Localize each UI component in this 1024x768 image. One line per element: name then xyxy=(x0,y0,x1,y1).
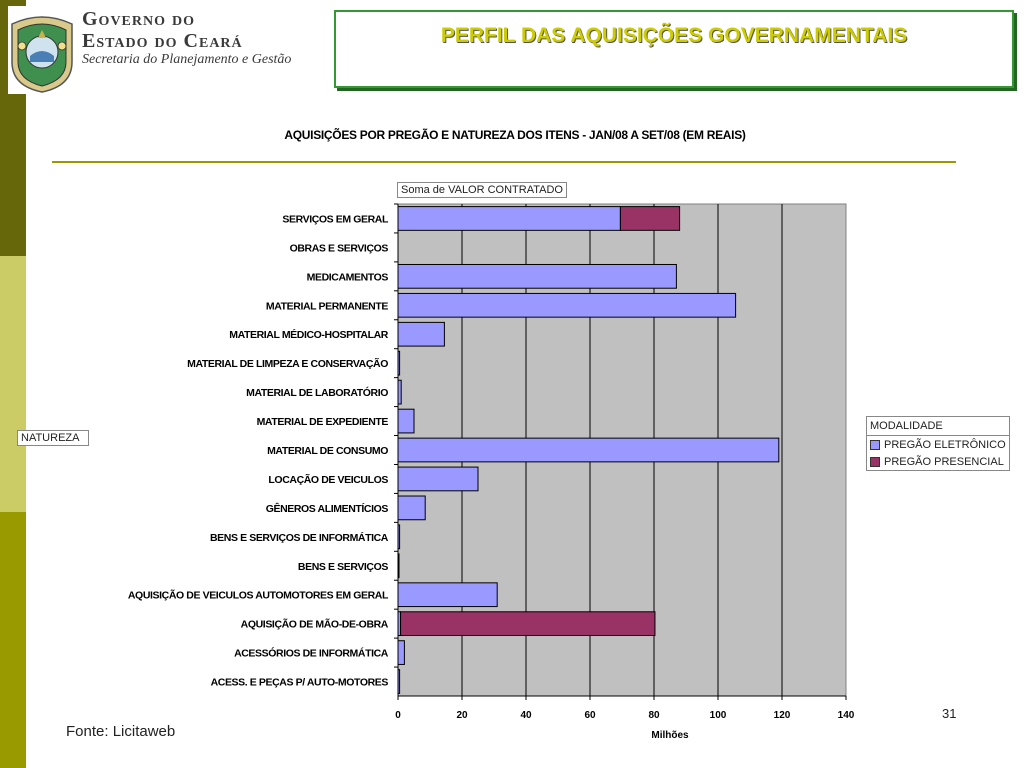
legend-field-button[interactable]: MODALIDADE xyxy=(867,417,1009,436)
category-label: GÊNEROS ALIMENTÍCIOS xyxy=(266,502,389,515)
organization-name: Governo do Estado do Ceará Secretaria do… xyxy=(82,8,292,68)
legend-swatch-eletronico xyxy=(870,440,880,450)
slide-title: PERFIL DAS AQUISIÇÕES GOVERNAMENTAIS xyxy=(440,24,908,47)
bar-eletronico xyxy=(397,524,401,550)
x-tick-label: 20 xyxy=(456,710,468,721)
legend-item-presencial: PREGÃO PRESENCIAL xyxy=(867,453,1009,470)
category-label: BENS E SERVIÇOS xyxy=(298,561,388,573)
org-line-3: Secretaria do Planejamento e Gestão xyxy=(82,52,292,67)
category-label: MATERIAL DE EXPEDIENTE xyxy=(257,416,389,428)
bar-eletronico xyxy=(397,321,445,347)
org-line-1: Governo do xyxy=(82,8,196,30)
category-label: ACESS. E PEÇAS P/ AUTO-MOTORES xyxy=(211,677,389,689)
bar-eletronico xyxy=(397,437,780,463)
category-label: LOCAÇÃO DE VEICULOS xyxy=(268,473,388,486)
category-label: MEDICAMENTOS xyxy=(307,271,389,283)
title-divider xyxy=(52,161,956,163)
category-label: OBRAS E SERVIÇOS xyxy=(290,242,389,254)
legend-item-eletronico: PREGÃO ELETRÔNICO xyxy=(867,436,1009,453)
bar-presencial xyxy=(619,206,681,231)
row-field-button[interactable]: NATUREZA xyxy=(17,430,89,446)
chart-title: AQUISIÇÕES POR PREGÃO E NATUREZA DOS ITE… xyxy=(284,128,746,142)
x-tick-label: 60 xyxy=(584,710,596,721)
x-tick-label: 80 xyxy=(648,710,660,721)
legend-label-eletronico: PREGÃO ELETRÔNICO xyxy=(884,439,1006,451)
ceara-coat-of-arms-logo xyxy=(8,6,76,94)
bar-eletronico xyxy=(397,263,677,289)
legend-label-presencial: PREGÃO PRESENCIAL xyxy=(884,456,1004,468)
bar-eletronico xyxy=(397,495,426,521)
org-line-2: Estado do Ceará xyxy=(82,30,243,52)
x-tick-label: 0 xyxy=(395,710,401,721)
source-note: Fonte: Licitaweb xyxy=(66,723,176,740)
data-field-button[interactable]: Soma de VALOR CONTRATADO xyxy=(397,182,567,198)
x-tick-label: 100 xyxy=(710,710,727,721)
bar-eletronico xyxy=(397,350,401,376)
bar-eletronico xyxy=(397,292,737,318)
bar-presencial xyxy=(400,611,656,637)
page-number: 31 xyxy=(942,706,957,721)
x-tick-label: 120 xyxy=(774,710,791,721)
category-label: BENS E SERVIÇOS DE INFORMÁTICA xyxy=(210,531,389,544)
bar-eletronico xyxy=(397,466,479,492)
x-tick-label: 40 xyxy=(520,710,532,721)
bar-eletronico xyxy=(397,553,400,579)
bar-eletronico xyxy=(397,669,401,694)
bar-eletronico xyxy=(397,379,402,405)
x-tick-label: 140 xyxy=(838,710,855,721)
category-label: AQUISIÇÃO DE VEICULOS AUTOMOTORES EM GER… xyxy=(128,589,389,602)
category-label: MATERIAL DE CONSUMO xyxy=(267,445,388,457)
category-label: MATERIAL MÉDICO-HOSPITALAR xyxy=(229,328,389,341)
bar-eletronico xyxy=(397,640,405,665)
bar-eletronico xyxy=(397,408,415,434)
sidebar-block-olive xyxy=(0,512,26,768)
category-label: SERVIÇOS EM GERAL xyxy=(282,213,389,225)
legend-swatch-presencial xyxy=(870,457,880,467)
slide-title-box: PERFIL DAS AQUISIÇÕES GOVERNAMENTAIS xyxy=(334,10,1014,88)
category-label: MATERIAL DE LIMPEZA E CONSERVAÇÃO xyxy=(187,357,388,370)
category-label: MATERIAL PERMANENTE xyxy=(266,300,388,312)
sidebar-block-light xyxy=(0,256,26,512)
category-label: AQUISIÇÃO DE MÃO-DE-OBRA xyxy=(241,618,389,631)
bar-eletronico xyxy=(397,582,498,608)
category-label: MATERIAL DE LABORATÓRIO xyxy=(246,386,388,399)
x-axis-label: Milhões xyxy=(651,730,689,741)
category-label: ACESSÓRIOS DE INFORMÁTICA xyxy=(234,647,389,660)
chart-legend: MODALIDADE PREGÃO ELETRÔNICO PREGÃO PRES… xyxy=(866,416,1010,471)
bar-eletronico xyxy=(397,206,621,231)
